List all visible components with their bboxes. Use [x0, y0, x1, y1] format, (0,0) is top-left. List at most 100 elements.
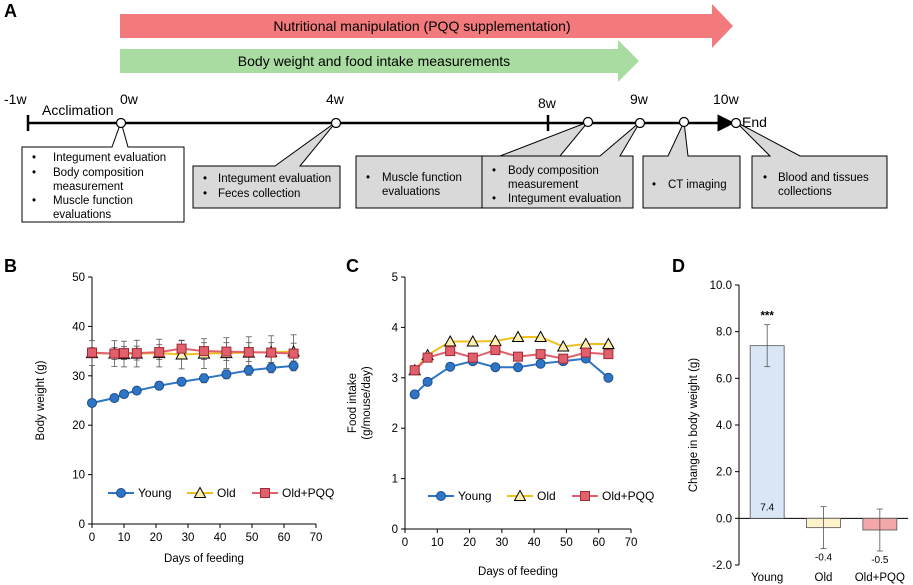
y-tick-label: 6.0: [716, 373, 732, 385]
y-tick-label: 10: [72, 470, 85, 482]
acclimation-label: Acclimation: [42, 102, 114, 118]
data-point-young: [422, 376, 433, 387]
y-tick-label: 2: [392, 423, 398, 435]
callout-9w: • Body composition measurement • Integumen…: [481, 121, 641, 209]
callout-9w-line-2: measurement: [508, 179, 579, 191]
y-tick-label: 50: [72, 272, 85, 284]
callout-0w-line-1: Integument evaluation: [53, 152, 166, 164]
data-point-old-plus-pqq: [580, 347, 591, 358]
x-tick-label: 0: [402, 537, 408, 549]
x-tick-label: 20: [150, 532, 163, 544]
x-category-label: Young: [751, 572, 783, 584]
callout-0w-line-5: evaluations: [53, 209, 111, 221]
data-point-old-plus-pqq: [109, 348, 120, 359]
data-point-young: [243, 365, 254, 376]
callout-end: • Blood and tissues collections: [735, 121, 888, 209]
data-point-young: [119, 389, 129, 400]
y-axis-title-units: (g/mouse/day): [361, 366, 373, 440]
data-point-old: [556, 340, 570, 352]
callout-4w-line-2: Feces collection: [218, 188, 300, 200]
data-point-young: [603, 372, 614, 383]
callout-8w: • Muscle function evaluations: [355, 120, 590, 209]
data-point-old-plus-pqq: [603, 349, 614, 360]
svg-text:•: •: [32, 152, 36, 164]
y-axis-title: Change in body weight (g): [688, 358, 700, 492]
data-point-old-plus-pqq: [535, 349, 546, 360]
x-tick-label: 20: [463, 537, 476, 549]
nutrition-banner-arrow: [120, 4, 733, 48]
y-tick-label: 4: [392, 322, 399, 334]
data-point-old-plus-pqq: [119, 348, 129, 359]
timeline-label-9w: 9w: [630, 91, 649, 107]
panel-d-weight-change-chart: -2.0 0.0 2.0 4.0 6.0 8.0 10.0 Change in body we…: [688, 280, 908, 584]
data-point-young: [154, 380, 165, 391]
panel-letter-a: A: [4, 1, 17, 21]
x-axis-title: Days of feeding: [164, 553, 244, 565]
svg-text:•: •: [652, 179, 656, 191]
data-point-old: [175, 348, 188, 360]
timepoint-end-marker: [730, 117, 742, 129]
x-tick-label: 60: [592, 537, 605, 549]
data-point-old-plus-pqq: [422, 352, 433, 363]
series-line-young: [413, 357, 610, 396]
x-tick-label: 40: [214, 532, 227, 544]
x-tick-label: 30: [182, 532, 195, 544]
legend-marker: [513, 489, 527, 501]
timepoint-0w-marker: [115, 117, 127, 129]
timepoint-8w-marker: [582, 116, 594, 128]
data-point-young: [109, 393, 120, 404]
data-point-old-plus-pqq: [513, 351, 523, 362]
callout-ct-line-1: CT imaging: [668, 179, 727, 191]
data-point-old-plus-pqq: [445, 346, 456, 357]
data-point-old-plus-pqq: [467, 352, 478, 363]
bar-value-label: -0.5: [871, 555, 889, 566]
data-point-young: [266, 362, 277, 373]
data-point-old: [466, 334, 480, 347]
data-point-old-plus-pqq: [243, 347, 254, 358]
y-tick-label: 2.0: [716, 467, 732, 479]
data-point-young: [445, 361, 456, 372]
data-point-old-plus-pqq: [266, 347, 277, 358]
callout-4w: • Integument evaluation • Feces collection: [192, 121, 341, 209]
data-point-old-plus-pqq: [490, 345, 501, 356]
timeline-label-8w: 8w: [538, 95, 557, 111]
svg-text:•: •: [492, 193, 496, 205]
y-tick-label: 0: [392, 524, 398, 536]
data-point-young: [288, 360, 299, 371]
data-point-old-plus-pqq: [176, 343, 187, 354]
bar-value-label: 7.4: [760, 502, 774, 513]
series-line-old: [413, 335, 609, 371]
y-tick-label: 0: [79, 519, 85, 531]
data-point-young: [176, 376, 187, 387]
legend-label: Old+PQQ: [602, 489, 654, 503]
y-tick-label: 8.0: [716, 327, 732, 339]
legend-label: Old: [217, 486, 236, 500]
legend-label: Young: [458, 489, 492, 503]
timepoint-ct-marker: [678, 116, 690, 128]
data-point-old-plus-pqq: [558, 353, 569, 364]
data-point-old: [534, 330, 547, 342]
timeline-label-10w: 10w: [713, 91, 740, 107]
legend-marker: [580, 491, 590, 501]
legend-label: Young: [138, 486, 172, 500]
svg-text:•: •: [763, 172, 767, 184]
panel-letter-d: D: [672, 256, 685, 276]
y-tick-label: 5: [392, 272, 398, 284]
data-point-young: [87, 397, 97, 408]
data-point-old: [511, 330, 525, 342]
x-tick-label: 10: [431, 537, 444, 549]
y-axis-title: Body weight (g): [35, 360, 47, 440]
callout-end-line-1: Blood and tissues: [778, 172, 869, 184]
x-tick-label: 10: [118, 532, 131, 544]
x-axis-title: Days of feeding: [478, 566, 558, 578]
timepoint-4w-marker: [330, 117, 342, 129]
y-tick-label: 30: [72, 371, 85, 383]
panel-a: A Nutritional manipulation (PQQ suppleme…: [4, 1, 888, 223]
data-point-young: [131, 385, 142, 396]
timeline-label-4w: 4w: [326, 91, 345, 107]
callout-0w-line-3: measurement: [53, 181, 124, 193]
significance-annotation: ***: [760, 311, 774, 323]
svg-text:•: •: [32, 195, 36, 207]
svg-text:•: •: [492, 165, 496, 177]
x-tick-label: 60: [278, 532, 291, 544]
